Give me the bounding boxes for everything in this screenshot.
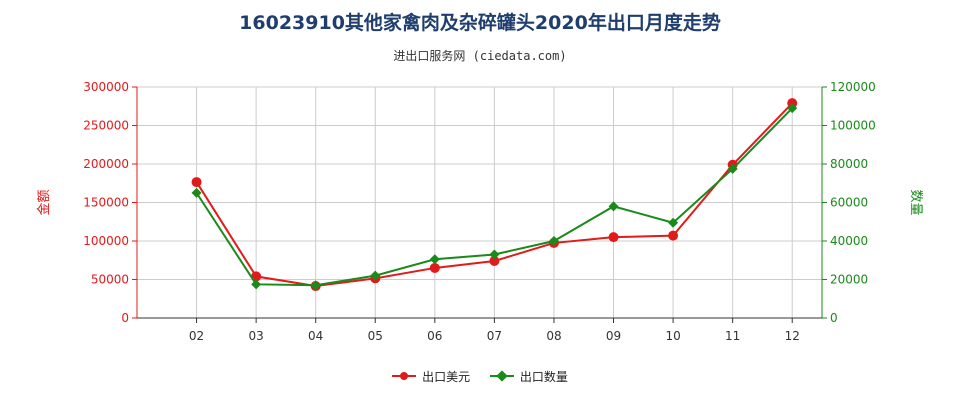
y-right-tick-label: 20000	[830, 273, 868, 287]
legend-marker-quantity	[489, 375, 514, 377]
point-quantity	[608, 201, 619, 212]
legend-label-amount: 出口美元	[422, 369, 471, 384]
legend: 出口美元 出口数量	[0, 366, 960, 385]
y-left-tick-label: 100000	[83, 234, 129, 248]
point-quantity	[489, 249, 500, 260]
point-quantity	[727, 163, 738, 174]
y-right-tick-label: 80000	[830, 157, 868, 171]
point-amount	[489, 256, 500, 267]
x-tick-label: 08	[546, 329, 561, 343]
point-quantity	[370, 270, 381, 281]
x-tick-label: 03	[248, 329, 263, 343]
y-right-axis-label: 数量	[908, 189, 923, 215]
legend-label-quantity: 出口数量	[519, 369, 568, 384]
x-tick-label: 09	[606, 329, 621, 343]
x-tick-label: 02	[189, 329, 204, 343]
point-amount	[608, 232, 619, 243]
y-right-tick-label: 40000	[830, 234, 868, 248]
x-tick-label: 07	[487, 329, 502, 343]
point-quantity	[310, 280, 321, 291]
point-quantity	[191, 187, 202, 198]
y-left-axis-label: 金额	[36, 189, 52, 215]
legend-item-quantity[interactable]: 出口数量	[489, 368, 568, 385]
x-tick-label: 04	[308, 329, 323, 343]
y-left-tick-label: 50000	[91, 273, 129, 287]
point-quantity	[787, 103, 798, 114]
y-left-tick-label: 200000	[83, 157, 129, 171]
point-quantity	[251, 279, 262, 290]
y-left-tick-label: 300000	[83, 80, 129, 94]
point-quantity	[548, 236, 559, 246]
y-left-tick-label: 150000	[83, 196, 129, 210]
point-amount	[668, 230, 679, 241]
point-quantity	[668, 217, 679, 228]
x-tick-label: 11	[725, 329, 740, 343]
chart-title: 16023910其他家禽肉及杂碎罐头2020年出口月度走势	[239, 12, 721, 34]
y-right-tick-label: 0	[830, 311, 838, 325]
chart-subtitle: 进出口服务网 (ciedata.com)	[393, 49, 567, 63]
y-right-tick-label: 120000	[830, 80, 876, 94]
x-tick-label: 12	[785, 329, 800, 343]
x-tick-label: 06	[427, 329, 442, 343]
point-amount	[787, 98, 798, 109]
y-right-tick-label: 100000	[830, 119, 876, 133]
point-amount	[429, 262, 440, 273]
x-tick-label: 10	[665, 329, 680, 343]
y-left-tick-label: 0	[121, 311, 129, 325]
point-amount	[191, 177, 202, 188]
y-left-tick-label: 250000	[83, 119, 129, 133]
legend-item-amount[interactable]: 出口美元	[392, 368, 470, 385]
legend-marker-amount	[392, 372, 417, 380]
x-tick-label: 05	[368, 329, 383, 343]
y-right-tick-label: 60000	[830, 196, 868, 210]
point-quantity	[429, 254, 440, 265]
